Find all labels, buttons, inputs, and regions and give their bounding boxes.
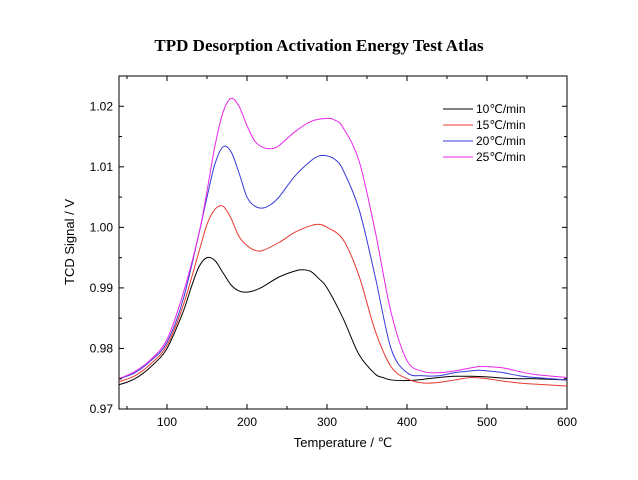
plot-frame (118, 75, 568, 410)
legend-label-1: 10℃/min (476, 102, 526, 116)
y-tick-label: 0.98 (90, 341, 114, 355)
plot-area: 100 200 300 400 500 600 0.97 0.98 0.99 1.00 1.01 1… (90, 75, 577, 429)
x-tick-label: 500 (477, 415, 497, 429)
legend-label-4: 25℃/min (476, 150, 526, 164)
x-tick-label: 600 (557, 415, 577, 429)
x-axis-label: Temperature / ℃ (294, 435, 392, 450)
y-tick-label: 0.99 (90, 281, 114, 295)
x-tick-label: 200 (237, 415, 257, 429)
series-line-1 (118, 256, 568, 386)
y-tick-label: 1.02 (90, 99, 114, 113)
series-layer (118, 97, 568, 387)
legend-label-2: 15℃/min (476, 118, 526, 132)
y-tick-label: 1.00 (90, 220, 114, 234)
chart-title: TPD Desorption Activation Energy Test At… (154, 36, 484, 55)
x-tick-label: 300 (317, 415, 337, 429)
series-line-3 (118, 145, 568, 381)
y-tick-label: 1.01 (90, 160, 114, 174)
x-axis-ticks: 100 200 300 400 500 600 (126, 76, 577, 429)
legend-label-3: 20℃/min (476, 134, 526, 148)
x-tick-label: 100 (157, 415, 177, 429)
y-axis-ticks: 0.97 0.98 0.99 1.00 1.01 1.02 (90, 99, 567, 416)
legend: 10℃/min 15℃/min 20℃/min 25℃/min (443, 102, 526, 164)
y-tick-label: 0.97 (90, 402, 114, 416)
x-tick-label: 400 (397, 415, 417, 429)
series-line-2 (118, 205, 568, 387)
y-axis-label: TCD Signal / V (62, 199, 77, 285)
series-line-4 (118, 97, 568, 380)
